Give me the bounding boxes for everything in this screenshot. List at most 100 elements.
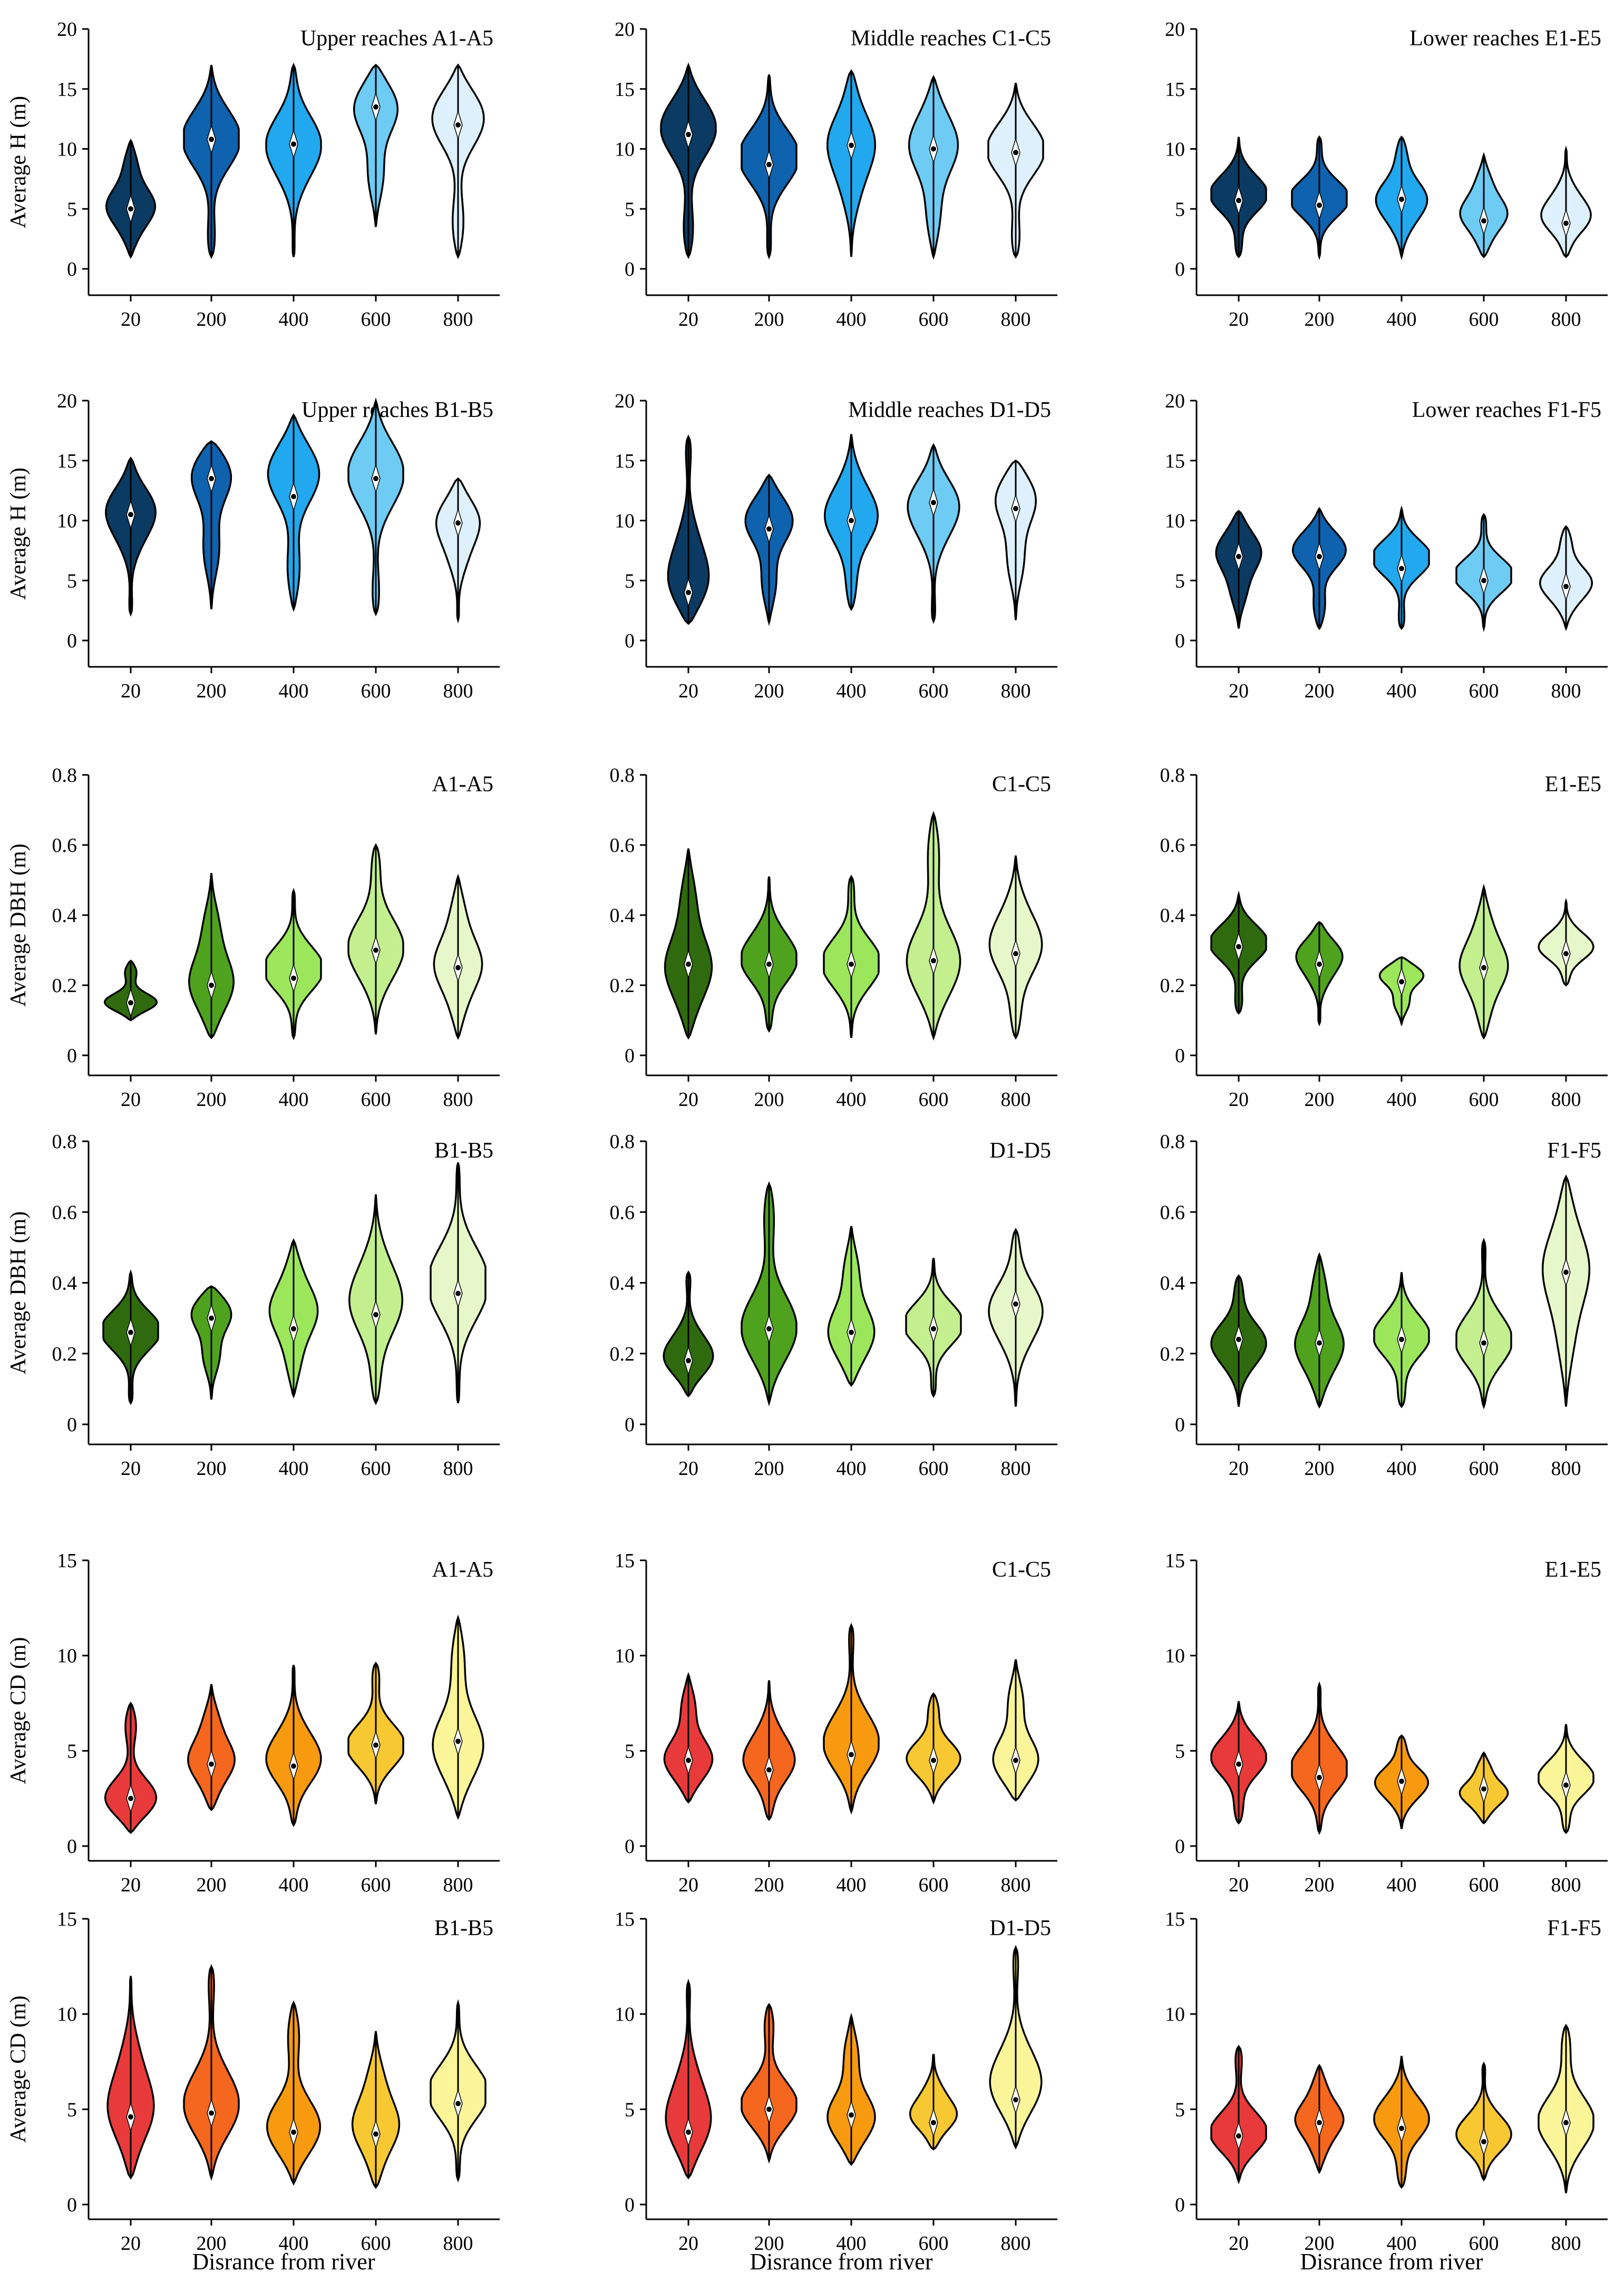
median-point <box>1563 220 1569 226</box>
panel-13: 0 5 10 15 20 200 400 600 800 A1-A5 Average CD (m) <box>6 1550 500 1896</box>
panel-title: C1-C5 <box>992 1558 1051 1582</box>
x-tick-label: 600 <box>361 680 391 702</box>
x-tick-label: 20 <box>1229 680 1249 702</box>
y-tick-label: 5 <box>67 2099 77 2121</box>
x-tick-label: 800 <box>1551 1089 1581 1111</box>
y-tick-label: 0 <box>67 2194 77 2216</box>
median-point <box>766 162 772 168</box>
y-tick-label: 0 <box>67 1414 77 1436</box>
x-tick-label: 400 <box>837 2232 867 2255</box>
median-point <box>1399 1336 1404 1342</box>
median-point <box>1236 2133 1241 2139</box>
median-point <box>1317 1340 1322 1346</box>
y-tick-label: 0.2 <box>52 1343 77 1365</box>
median-point <box>291 494 296 499</box>
x-tick-label: 20 <box>678 2232 698 2255</box>
median-point <box>1013 506 1018 511</box>
median-point <box>686 590 691 595</box>
x-tick-label: 800 <box>1551 1458 1581 1480</box>
median-point <box>128 512 133 518</box>
x-tick-label: 200 <box>1305 308 1335 331</box>
median-point <box>849 962 854 967</box>
x-tick-label: 200 <box>754 2232 784 2255</box>
median-point <box>686 2129 691 2135</box>
panel-title: F1-F5 <box>1547 1139 1601 1163</box>
x-tick-label: 800 <box>443 680 473 702</box>
median-point <box>1563 1782 1569 1788</box>
median-point <box>128 1329 133 1335</box>
median-point <box>931 1326 936 1332</box>
median-point <box>1563 584 1569 589</box>
y-axis-label: Average H (m) <box>6 96 31 228</box>
x-tick-label: 800 <box>1001 1089 1031 1111</box>
median-point <box>209 1761 214 1767</box>
median-point <box>1399 2125 1404 2131</box>
x-tick-label: 20 <box>1229 1089 1249 1111</box>
x-tick-label: 600 <box>1469 1458 1499 1480</box>
median-point <box>931 958 936 964</box>
y-tick-label: 0.6 <box>52 1201 77 1224</box>
x-tick-label: 400 <box>1387 308 1417 331</box>
x-tick-label: 400 <box>837 308 867 331</box>
x-tick-label: 600 <box>919 1089 949 1111</box>
y-tick-label: 15 <box>57 450 77 472</box>
median-point <box>291 141 296 147</box>
x-tick-label: 200 <box>754 680 784 702</box>
y-tick-label: 15 <box>57 1908 77 1930</box>
x-tick-label: 800 <box>443 1458 473 1480</box>
y-tick-label: 0.2 <box>1160 1343 1185 1365</box>
y-tick-label: 0.8 <box>1160 1131 1185 1153</box>
panel-12: 0 0.2 0.4 0.6 0.8 20 200 400 600 800 F1-F5 <box>1160 1131 1608 1480</box>
y-tick-label: 0 <box>67 1045 77 1067</box>
y-axis-label: Average CD (m) <box>6 1995 31 2142</box>
y-tick-label: 0 <box>67 258 77 280</box>
x-tick-label: 600 <box>1469 2232 1499 2255</box>
y-tick-label: 0.6 <box>1160 1201 1185 1224</box>
x-tick-label: 600 <box>919 308 949 331</box>
x-tick-label: 20 <box>121 1874 141 1896</box>
panel-18: 0 5 10 15 20 200 400 600 800 F1-F5 Disrance from r… <box>1165 1908 1608 2272</box>
x-tick-label: 400 <box>279 1089 309 1111</box>
x-tick-label: 600 <box>1469 1874 1499 1896</box>
x-tick-label: 20 <box>1229 1458 1249 1480</box>
median-point <box>455 1739 461 1744</box>
y-tick-label: 0.6 <box>610 1201 635 1224</box>
x-axis-label: Disrance from river <box>750 2249 933 2272</box>
y-tick-label: 0 <box>1175 1836 1185 1858</box>
median-point <box>931 146 936 152</box>
median-point <box>373 104 378 110</box>
y-tick-label: 5 <box>1175 1740 1185 1762</box>
y-tick-label: 20 <box>57 390 77 412</box>
y-axis-label: Average DBH (m) <box>6 1211 31 1374</box>
x-tick-label: 600 <box>1469 680 1499 702</box>
y-tick-label: 15 <box>57 1550 77 1572</box>
panel-17: 0 5 10 15 20 200 400 600 800 D1-D5 Disrance from r… <box>615 1908 1057 2272</box>
y-tick-label: 0.2 <box>610 1343 635 1365</box>
median-point <box>291 2129 296 2135</box>
median-point <box>209 137 214 142</box>
median-point <box>128 2114 133 2120</box>
median-point <box>1399 1779 1404 1784</box>
x-tick-label: 20 <box>1229 2232 1249 2255</box>
panel-title: E1-E5 <box>1545 1558 1601 1582</box>
panel-title: D1-D5 <box>989 1916 1051 1940</box>
y-tick-label: 15 <box>1165 450 1185 472</box>
y-axis-label: Average DBH (m) <box>6 843 31 1006</box>
y-tick-label: 5 <box>625 198 635 220</box>
y-tick-label: 15 <box>57 79 77 101</box>
x-tick-label: 800 <box>1001 1458 1031 1480</box>
x-tick-label: 800 <box>1551 2232 1581 2255</box>
y-tick-label: 10 <box>1165 510 1185 532</box>
y-tick-label: 0.4 <box>1160 905 1185 927</box>
x-tick-label: 400 <box>279 1874 309 1896</box>
panel-title: Middle reaches D1-D5 <box>848 398 1051 422</box>
median-point <box>766 1767 772 1773</box>
y-tick-label: 0.8 <box>610 764 635 787</box>
x-tick-label: 400 <box>1387 1458 1417 1480</box>
y-tick-label: 10 <box>57 2004 77 2026</box>
x-tick-label: 400 <box>1387 2232 1417 2255</box>
x-tick-label: 800 <box>1551 680 1581 702</box>
y-tick-label: 0.6 <box>610 834 635 857</box>
x-tick-label: 600 <box>1469 308 1499 331</box>
y-tick-label: 10 <box>615 1645 635 1667</box>
